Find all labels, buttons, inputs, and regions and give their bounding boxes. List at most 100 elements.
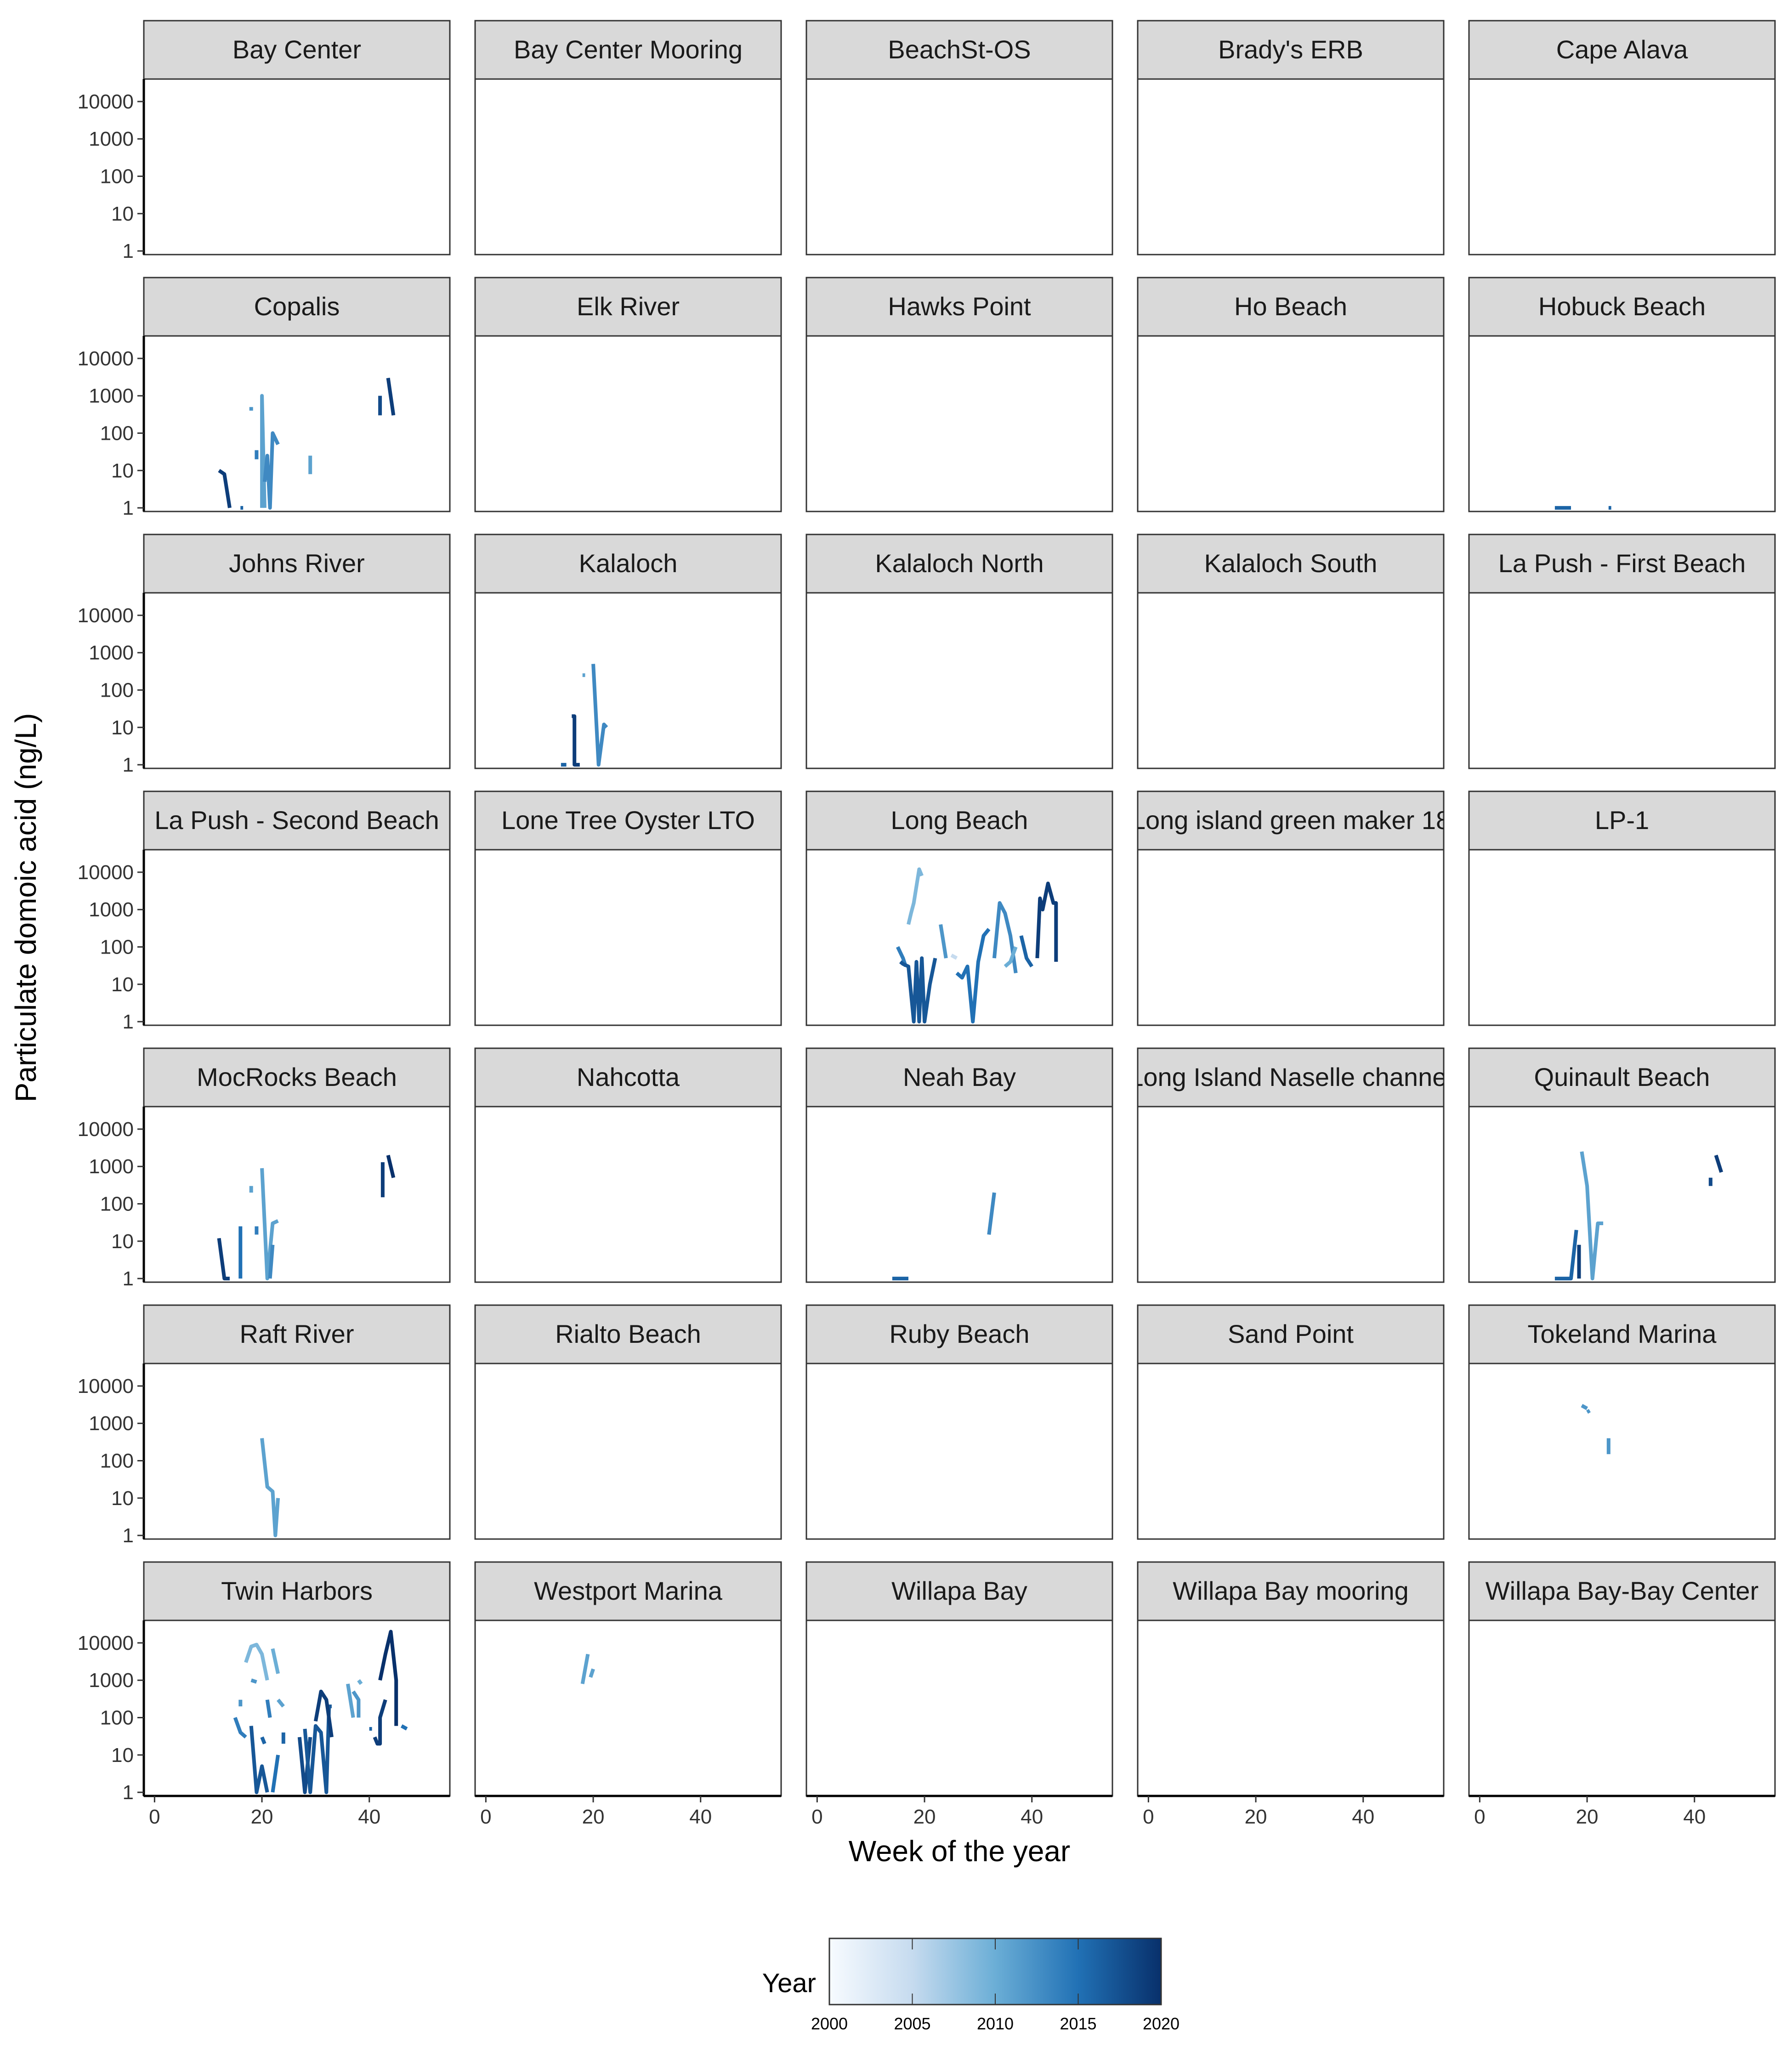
facet-strip-label: Kalaloch North xyxy=(875,549,1043,578)
facet-panel: Bay Center 1 10 100 1000 10000 xyxy=(78,20,451,262)
facet-panel: La Push - First Beach xyxy=(1468,534,1776,769)
series-line-2014 xyxy=(233,1717,247,1739)
facet-panel: Neah Bay xyxy=(805,1047,1113,1283)
facet-panel: Raft River 1 10 100 1000 10000 xyxy=(78,1304,451,1547)
series-line-2012 xyxy=(250,1678,257,1684)
facet-strip-label: La Push - First Beach xyxy=(1498,549,1746,578)
facet-strip xyxy=(143,20,451,80)
series-line-2010 xyxy=(1004,946,1018,968)
x-tick-label: 20 xyxy=(251,1806,273,1828)
panel-plot xyxy=(580,1653,595,1684)
y-tick-label: 100 xyxy=(100,1450,134,1472)
series-line-2012 xyxy=(1586,1409,1591,1414)
series-line-2014 xyxy=(265,1699,272,1718)
facet-strip xyxy=(1137,20,1445,80)
facet-strip-label: Nahcotta xyxy=(577,1062,680,1091)
panel-frame xyxy=(805,1106,1113,1283)
panel-frame xyxy=(805,335,1113,512)
x-tick-label: 0 xyxy=(1143,1806,1154,1828)
panel-frame xyxy=(1137,1106,1445,1283)
facet-strip xyxy=(805,790,1113,851)
facet-panel: Kalaloch North xyxy=(805,534,1113,769)
facet-strip-label: Cape Alava xyxy=(1556,35,1688,64)
panel-plot xyxy=(1554,1151,1724,1281)
series-line-2015 xyxy=(955,928,991,1024)
facet-strip-label: MocRocks Beach xyxy=(197,1062,397,1091)
series-line-2019 xyxy=(218,469,232,508)
facet-strip xyxy=(143,277,451,337)
facet-strip-label: Lone Tree Oyster LTO xyxy=(501,806,755,835)
y-tick-label: 1000 xyxy=(89,128,134,150)
facet-strip xyxy=(143,1561,451,1621)
panel-frame xyxy=(1468,335,1776,512)
facet-strip xyxy=(474,790,782,851)
panel-frame xyxy=(1468,849,1776,1026)
x-tick-label: 0 xyxy=(811,1806,822,1828)
facet-strip xyxy=(805,1047,1113,1108)
facet-panel: Willapa Bay 0 20 40 xyxy=(805,1561,1113,1828)
y-axis-title: Particulate domoic acid (ng/L) xyxy=(9,713,42,1102)
y-tick-label: 1 xyxy=(123,1011,134,1033)
y-tick-label: 1 xyxy=(123,497,134,519)
series-line-2011 xyxy=(346,1683,355,1718)
y-tick-label: 10 xyxy=(111,460,134,482)
facet-strip xyxy=(474,1561,782,1621)
y-tick-label: 10 xyxy=(111,973,134,996)
series-line-2012 xyxy=(939,924,948,959)
facet-panel: Kalaloch xyxy=(474,534,782,769)
y-tick-label: 10 xyxy=(111,716,134,739)
facet-strip-label: Willapa Bay-Bay Center xyxy=(1486,1576,1758,1605)
facet-strip xyxy=(1137,790,1445,851)
facet-panel: MocRocks Beach 1 10 100 1000 10000 xyxy=(78,1047,451,1290)
facet-panel: Ho Beach xyxy=(1137,277,1445,512)
series-line-2005 xyxy=(950,954,958,960)
y-tick-label: 1000 xyxy=(89,898,134,921)
panel-frame xyxy=(143,1619,451,1797)
facet-panel: Willapa Bay mooring 0 20 40 xyxy=(1137,1561,1445,1828)
facet-strip xyxy=(474,1304,782,1364)
facet-strip-label: Neah Bay xyxy=(903,1062,1016,1091)
facet-strip xyxy=(1468,1561,1776,1621)
series-line-2009 xyxy=(244,1642,269,1681)
x-tick-label: 0 xyxy=(149,1806,160,1828)
panel-frame xyxy=(143,849,451,1026)
series-line-2011 xyxy=(589,1668,595,1678)
y-tick-label: 10 xyxy=(111,1487,134,1510)
facet-strip-label: Long island green maker 18 xyxy=(1131,806,1450,835)
facet-panel: La Push - Second Beach 1 10 100 1000 10000 xyxy=(78,790,451,1033)
y-tick-label: 1 xyxy=(123,1267,134,1290)
facet-strip-label: Tokeland Marina xyxy=(1528,1319,1717,1348)
panel-plot xyxy=(896,867,1058,1024)
series-line-2017 xyxy=(249,1726,269,1795)
series-line-2020 xyxy=(378,1630,398,1726)
facet-strip xyxy=(1468,20,1776,80)
y-tick-label: 100 xyxy=(100,679,134,702)
facet-strip-label: Ruby Beach xyxy=(889,1319,1029,1348)
panel-plot xyxy=(233,1630,408,1795)
facet-strip xyxy=(805,20,1113,80)
panel-frame xyxy=(1468,1619,1776,1797)
series-line-2019 xyxy=(1035,881,1058,962)
facet-panel: Rialto Beach xyxy=(474,1304,782,1540)
series-line-2013 xyxy=(591,664,608,767)
facet-strip xyxy=(805,534,1113,594)
facet-strip-label: Raft River xyxy=(240,1319,354,1348)
y-tick-label: 10000 xyxy=(78,347,134,370)
panel-plot xyxy=(260,1438,280,1538)
facet-strip-label: Hawks Point xyxy=(888,292,1031,321)
facet-panel: Hawks Point xyxy=(805,277,1113,512)
y-tick-label: 1 xyxy=(123,1524,134,1547)
x-tick-label: 20 xyxy=(582,1806,605,1828)
series-line-2016 xyxy=(260,1736,267,1744)
series-line-2019 xyxy=(386,377,396,416)
x-tick-label: 40 xyxy=(1683,1806,1706,1828)
panel-frame xyxy=(143,1106,451,1283)
panel-plot xyxy=(561,664,608,767)
facet-strip-label: Bay Center Mooring xyxy=(514,35,743,64)
panel-frame xyxy=(474,592,782,769)
y-tick-label: 100 xyxy=(100,936,134,959)
facet-strip xyxy=(1137,1047,1445,1108)
panel-frame xyxy=(805,849,1113,1026)
facet-panel: Kalaloch South xyxy=(1137,534,1445,769)
panel-frame xyxy=(805,1363,1113,1540)
